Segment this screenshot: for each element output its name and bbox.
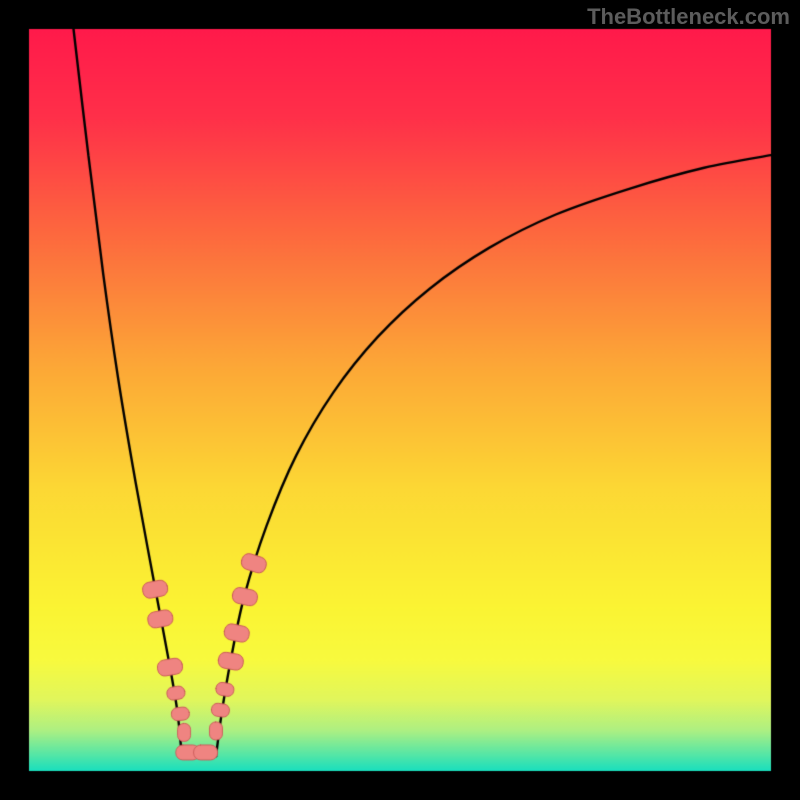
bottleneck-curve-chart (0, 0, 800, 800)
chart-root: TheBottleneck.com (0, 0, 800, 800)
